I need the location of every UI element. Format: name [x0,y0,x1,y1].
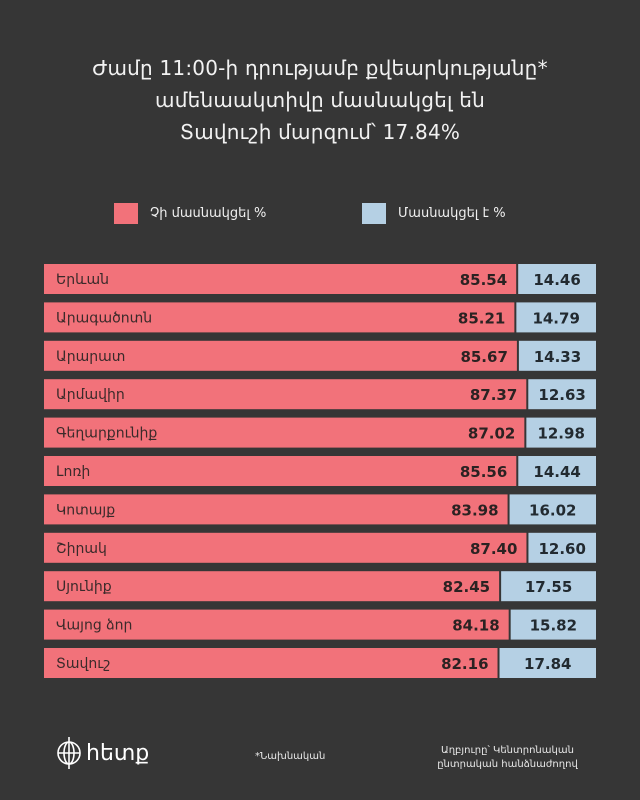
logo-text: հետք [86,741,149,766]
value-label-participated: 14.33 [534,348,581,366]
category-label: Արագածոտն [56,310,152,326]
source-note: Աղբյուրը՝ Կենտրոնական ընտրական հանձնաժող… [420,744,595,772]
legend-label-participated: Մասնակցել է % [398,206,506,221]
bar-participated [509,494,596,525]
bar-not-participated [44,264,517,294]
bar-not-participated [44,494,508,525]
stacked-bar-chart: Երևան 85.54 14.46 Արագածոտն 85.21 14.79 Արարատ… [44,264,596,678]
bar-participated [516,302,596,333]
bar-participated [501,571,596,602]
chart-title: Ժամը 11:00-ի դրությամբ քվեարկությանը* ամ… [0,52,640,148]
source-line-2: ընտրական հանձնաժողով [437,759,578,770]
bar-row: Արմավիր 87.37 12.63 [44,379,596,410]
value-label-not-participated: 87.37 [470,386,517,404]
bar-participated [518,340,596,371]
bar-row: Արագածոտն 85.21 14.79 [44,302,596,333]
bar-row: Լոռի 85.56 14.44 [44,456,596,486]
hetq-logo: հետք [57,737,149,769]
chart-title-line-1: Ժամը 11:00-ի դրությամբ քվեարկությանը* [92,56,548,80]
bar-row: Երևան 85.54 14.46 [44,264,596,294]
bar-row: Վայոց ձոր 84.18 15.82 [44,609,596,640]
legend-swatch-not-participated [114,203,138,224]
bar-not-participated [44,648,498,678]
bar-not-participated [44,340,517,371]
bar-participated [518,264,596,294]
bar-row: Գեղարքունիք 87.02 12.98 [44,417,596,448]
chart-title-line-2: ամենաակտիվը մասնակցել են [155,88,485,112]
category-label: Արարատ [56,349,125,365]
value-label-not-participated: 85.67 [460,348,507,366]
value-label-not-participated: 82.45 [443,578,490,596]
bar-participated [526,417,596,448]
value-label-not-participated: 82.16 [441,655,488,673]
value-label-not-participated: 84.18 [452,617,499,635]
source-line-1: Աղբյուրը՝ Կենտրոնական [441,745,574,756]
category-label: Լոռի [56,464,90,480]
chart-legend: Չի մասնակցել % Մասնակցել է % [0,203,640,227]
value-label-not-participated: 85.54 [460,271,507,289]
value-label-participated: 14.46 [533,271,580,289]
value-label-not-participated: 85.56 [460,463,507,481]
category-label: Տավուշ [56,656,110,672]
bar-not-participated [44,571,500,602]
bar-participated [528,379,596,410]
bar-not-participated [44,609,509,640]
category-label: Կոտայք [56,502,115,518]
category-label: Գեղարքունիք [56,426,157,442]
bar-row: Շիրակ 87.40 12.60 [44,532,596,563]
bar-row: Կոտայք 83.98 16.02 [44,494,596,525]
legend-swatch-participated [362,203,386,224]
value-label-participated: 16.02 [529,501,576,519]
category-label: Վայոց ձոր [56,618,132,634]
value-label-participated: 17.55 [525,578,572,596]
chart-title-line-3: Տավուշի մարզում՝ 17.84% [179,120,461,144]
bar-participated [528,532,596,563]
value-label-not-participated: 87.40 [470,540,517,558]
bar-not-participated [44,417,525,448]
category-label: Երևան [56,272,109,288]
logo-globe-icon [57,737,81,769]
value-label-participated: 17.84 [524,655,571,673]
legend-item-not-participated: Չի մասնակցել % [114,203,266,224]
value-label-participated: 14.44 [533,463,580,481]
bar-participated [510,609,596,640]
bar-row: Արարատ 85.67 14.33 [44,340,596,371]
bar-participated [499,648,596,678]
legend-label-not-participated: Չի մասնակցել % [150,206,267,221]
category-label: Շիրակ [56,541,107,557]
value-label-participated: 15.82 [530,617,577,635]
value-label-not-participated: 87.02 [468,425,515,443]
bar-not-participated [44,302,515,333]
value-label-not-participated: 83.98 [451,501,498,519]
bar-participated [518,456,596,486]
value-label-participated: 12.60 [538,540,585,558]
category-label: Սյունիք [56,579,112,595]
footnote: *Նախնական [255,751,326,762]
bar-not-participated [44,456,517,486]
bar-row: Տավուշ 82.16 17.84 [44,648,596,678]
value-label-participated: 12.63 [538,386,585,404]
value-label-participated: 12.98 [537,425,584,443]
legend-item-participated: Մասնակցել է % [362,203,506,224]
bar-not-participated [44,379,527,410]
value-label-participated: 14.79 [532,309,579,327]
bar-not-participated [44,532,527,563]
bar-row: Սյունիք 82.45 17.55 [44,571,596,602]
category-label: Արմավիր [56,387,125,403]
value-label-not-participated: 85.21 [458,309,505,327]
